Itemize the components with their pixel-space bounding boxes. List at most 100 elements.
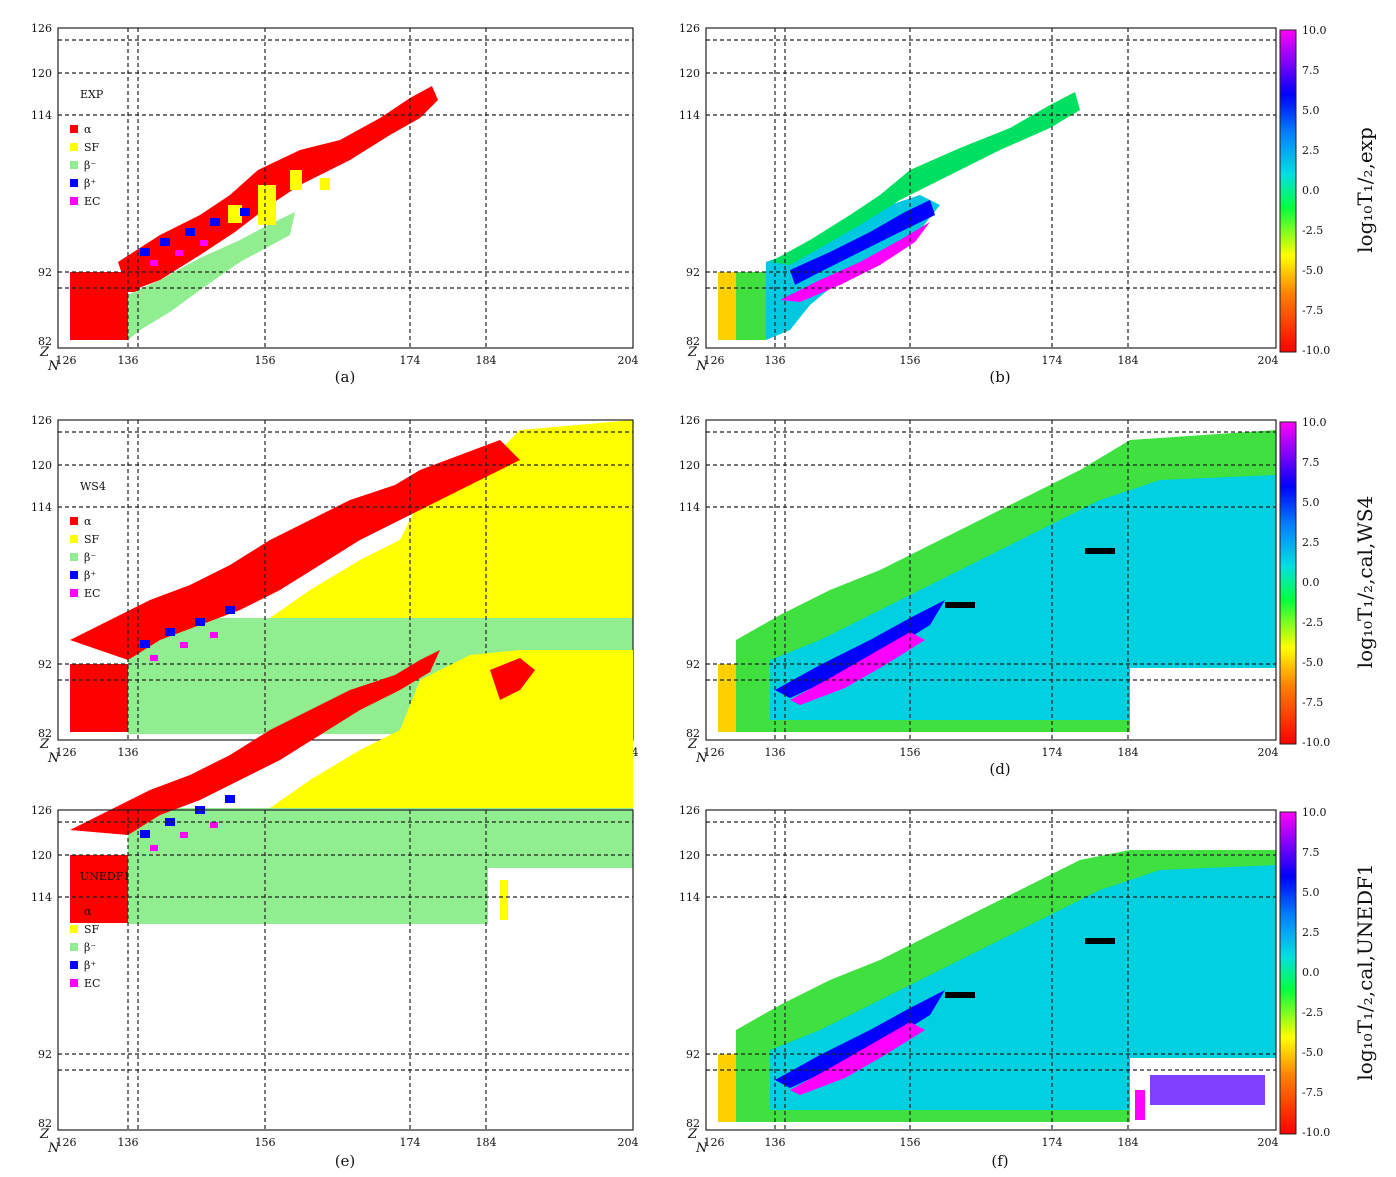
cell-value-region xyxy=(945,992,975,998)
x-tick: 136 xyxy=(118,746,139,759)
cb-tick: 10.0 xyxy=(1302,24,1327,37)
cb-tick: 7.5 xyxy=(1302,456,1320,469)
panel-a-grid xyxy=(58,28,633,348)
x-tick: 204 xyxy=(1258,354,1279,367)
colorbar-b xyxy=(1279,29,1297,353)
cb-tick: 10.0 xyxy=(1302,806,1327,819)
cell-ec xyxy=(150,260,158,266)
cell-value-region xyxy=(718,272,736,340)
y-tick: 126 xyxy=(31,804,52,817)
cell-beta-plus xyxy=(210,218,220,226)
legend-swatch-beta-minus xyxy=(70,943,78,951)
panel-c: WS4 α SF β⁻ β⁺ EC 126 120 114 92 82 126 … xyxy=(31,414,639,778)
panel-e-label: UNEDF1 xyxy=(80,870,130,883)
legend-alpha: α xyxy=(84,515,92,528)
y-tick: 114 xyxy=(679,891,700,904)
panel-b-xticks: 126 136 156 174 184 204 xyxy=(704,354,1279,367)
axis-n-symbol: N xyxy=(695,751,708,766)
cb-tick: 0.0 xyxy=(1302,576,1320,589)
cell-ec xyxy=(200,240,208,246)
legend-swatch-ec xyxy=(70,979,78,987)
cell-alpha-band xyxy=(490,658,535,700)
panel-e-xticks: 126 136 156 174 184 204 xyxy=(56,1136,639,1149)
cell-sf xyxy=(258,185,276,225)
colorbar-b-label: log₁₀T₁/₂,exp xyxy=(1353,127,1377,253)
y-tick: 126 xyxy=(679,414,700,427)
cb-tick: -5.0 xyxy=(1302,264,1323,277)
y-tick: 92 xyxy=(686,266,700,279)
panel-c-frame xyxy=(57,419,634,741)
cb-tick: -2.5 xyxy=(1302,616,1323,629)
panel-e: UNEDF1 α SF β⁻ β⁺ EC 126 120 114 92 82 1… xyxy=(31,650,639,1170)
cell-value-region xyxy=(1085,548,1115,554)
legend-swatch-beta-plus xyxy=(70,961,78,969)
legend-sf: SF xyxy=(84,141,100,154)
cb-tick: 0.0 xyxy=(1302,966,1320,979)
y-tick: 82 xyxy=(686,727,700,740)
x-tick: 204 xyxy=(1258,746,1279,759)
y-tick: 120 xyxy=(31,67,52,80)
axis-z-symbol: Z xyxy=(39,345,50,360)
y-tick: 114 xyxy=(679,501,700,514)
cell-value-region xyxy=(736,272,766,340)
legend-ec: EC xyxy=(84,977,100,990)
panel-f-xticks: 126 136 156 174 184 204 xyxy=(704,1136,1279,1149)
x-tick: 126 xyxy=(56,354,77,367)
panel-f: 126 120 114 92 82 126 136 156 174 184 20… xyxy=(679,804,1377,1170)
legend-swatch-sf xyxy=(70,143,78,151)
panel-f-yticks: 126 120 114 92 82 xyxy=(679,804,700,1130)
cell-sf xyxy=(290,170,302,190)
legend-swatch-beta-plus xyxy=(70,571,78,579)
axis-n-symbol: N xyxy=(47,1141,60,1156)
y-tick: 114 xyxy=(679,109,700,122)
panel-b-grid xyxy=(706,28,1276,348)
panel-f-grid xyxy=(706,810,1276,1130)
cb-tick: 2.5 xyxy=(1302,144,1320,157)
cell-ec xyxy=(150,845,158,851)
panel-a-legend: α SF β⁻ β⁺ EC xyxy=(70,123,100,208)
x-tick: 174 xyxy=(400,354,421,367)
panel-d-xticks: 126 136 156 174 184 204 xyxy=(704,746,1279,759)
x-tick: 126 xyxy=(56,746,77,759)
y-tick: 82 xyxy=(686,335,700,348)
y-tick: 126 xyxy=(679,22,700,35)
cell-value-region xyxy=(770,865,1276,1110)
cell-value-region xyxy=(1150,1075,1265,1105)
cb-tick: 0.0 xyxy=(1302,184,1320,197)
x-tick: 174 xyxy=(1042,1136,1063,1149)
x-tick: 184 xyxy=(1118,354,1139,367)
cell-beta-plus xyxy=(185,228,195,236)
y-tick: 120 xyxy=(679,459,700,472)
x-tick: 204 xyxy=(618,1136,639,1149)
x-tick: 184 xyxy=(476,354,497,367)
cell-ec xyxy=(150,655,158,661)
axis-n-symbol: N xyxy=(47,359,60,374)
y-tick: 82 xyxy=(686,1117,700,1130)
legend-beta-minus: β⁻ xyxy=(84,941,96,954)
panel-d-frame xyxy=(705,419,1277,741)
cell-value-region xyxy=(718,664,736,732)
y-tick: 82 xyxy=(38,335,52,348)
x-tick: 184 xyxy=(476,1136,497,1149)
cell-sf xyxy=(500,880,508,920)
cell-beta-plus xyxy=(140,640,150,648)
x-tick: 156 xyxy=(900,1136,921,1149)
panel-c-yticks: 126 120 114 92 82 xyxy=(31,414,52,740)
x-tick: 174 xyxy=(400,1136,421,1149)
x-tick: 126 xyxy=(56,1136,77,1149)
x-tick: 156 xyxy=(255,1136,276,1149)
panel-e-legend: α SF β⁻ β⁺ EC xyxy=(70,905,100,990)
colorbar-d-label: log₁₀T₁/₂,cal,WS4 xyxy=(1353,496,1377,669)
legend-swatch-beta-plus xyxy=(70,179,78,187)
colorbar-b-ticks: 10.0 7.5 5.0 2.5 0.0 -2.5 -5.0 -7.5 -10.… xyxy=(1302,24,1330,357)
legend-ec: EC xyxy=(84,587,100,600)
cell-ec xyxy=(210,822,218,828)
cell-beta-minus-region xyxy=(128,212,295,340)
cell-alpha-region xyxy=(70,664,128,732)
cell-value-region xyxy=(718,1054,736,1122)
y-tick: 120 xyxy=(31,459,52,472)
x-tick: 156 xyxy=(255,354,276,367)
cb-tick: 2.5 xyxy=(1302,926,1320,939)
cell-value-region xyxy=(780,222,930,302)
cell-sf xyxy=(228,205,242,223)
